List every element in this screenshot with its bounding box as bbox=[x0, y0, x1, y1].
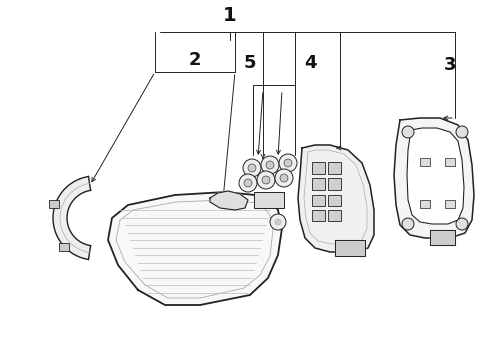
Polygon shape bbox=[298, 145, 374, 252]
Circle shape bbox=[257, 171, 275, 189]
Bar bbox=[312, 178, 325, 190]
Circle shape bbox=[243, 159, 261, 177]
Text: 5: 5 bbox=[244, 54, 256, 72]
Polygon shape bbox=[210, 191, 248, 210]
Polygon shape bbox=[53, 176, 91, 260]
Circle shape bbox=[456, 126, 468, 138]
Circle shape bbox=[275, 169, 293, 187]
Circle shape bbox=[402, 126, 414, 138]
Circle shape bbox=[239, 174, 257, 192]
Text: 3: 3 bbox=[444, 56, 456, 74]
Bar bbox=[445, 158, 455, 166]
Bar bbox=[312, 210, 325, 221]
Bar bbox=[328, 210, 341, 221]
Circle shape bbox=[244, 179, 252, 187]
Bar bbox=[420, 200, 430, 208]
Bar bbox=[254, 192, 284, 208]
Bar bbox=[420, 158, 430, 166]
Circle shape bbox=[402, 218, 414, 230]
Bar bbox=[328, 162, 341, 174]
Circle shape bbox=[280, 174, 288, 182]
Text: 4: 4 bbox=[304, 54, 316, 72]
Polygon shape bbox=[394, 118, 474, 238]
Circle shape bbox=[261, 156, 279, 174]
Circle shape bbox=[270, 214, 286, 230]
Circle shape bbox=[284, 159, 292, 167]
Bar bbox=[328, 195, 341, 206]
Circle shape bbox=[456, 218, 468, 230]
Bar bbox=[59, 243, 69, 251]
Bar bbox=[49, 200, 59, 208]
Circle shape bbox=[266, 161, 274, 169]
Bar bbox=[312, 162, 325, 174]
Bar bbox=[328, 178, 341, 190]
Circle shape bbox=[262, 176, 270, 184]
Circle shape bbox=[279, 154, 297, 172]
Text: 2: 2 bbox=[189, 51, 201, 69]
Polygon shape bbox=[430, 230, 455, 245]
Bar bbox=[445, 200, 455, 208]
Text: 1: 1 bbox=[223, 5, 237, 24]
Polygon shape bbox=[108, 192, 282, 305]
Bar bbox=[312, 195, 325, 206]
Circle shape bbox=[275, 219, 281, 225]
Polygon shape bbox=[407, 128, 464, 224]
Circle shape bbox=[248, 164, 256, 172]
Polygon shape bbox=[335, 240, 365, 256]
